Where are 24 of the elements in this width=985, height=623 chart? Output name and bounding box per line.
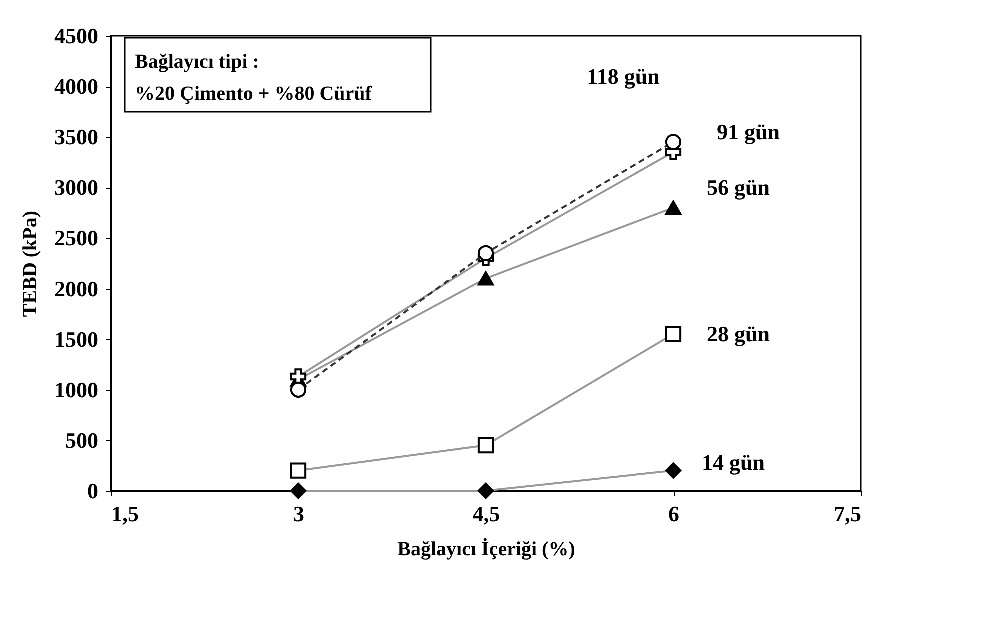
y-tick-label: 2500 bbox=[54, 226, 98, 251]
x-tick-label: 3 bbox=[294, 502, 304, 526]
x-tick-label: 7,5 bbox=[834, 502, 862, 526]
y-tick-label: 4500 bbox=[54, 24, 98, 48]
x-tick-label: 4,5 bbox=[472, 502, 500, 526]
annotation: %20 Çimento + %80 Cürüf bbox=[135, 83, 372, 105]
y-tick-label: 1500 bbox=[54, 326, 98, 352]
x-tick-label: 1,5 bbox=[112, 502, 139, 526]
series-label: 28 gün bbox=[707, 321, 770, 346]
series-label: 56 gün bbox=[707, 174, 770, 200]
y-tick-label: 4000 bbox=[54, 74, 98, 100]
y-tick-label: 0 bbox=[88, 478, 98, 504]
annotation: Bağlayıcı tipi : bbox=[135, 51, 260, 73]
x-tick-label: 6 bbox=[668, 502, 680, 526]
y-tick-label: 3000 bbox=[54, 175, 98, 200]
y-tick-label: 500 bbox=[66, 428, 98, 453]
y-tick-label: 1000 bbox=[54, 377, 98, 402]
series-label: 14 gün bbox=[702, 450, 765, 475]
series-label: 91 gün bbox=[717, 119, 780, 144]
text: 118 gün bbox=[587, 64, 660, 90]
y-axis-title: TEBD (kPa) bbox=[20, 210, 42, 318]
y-tick-label: 2000 bbox=[54, 276, 98, 302]
x-axis-title: Bağlayıcı İçeriği (%) bbox=[398, 538, 576, 560]
y-tick-label: 3500 bbox=[54, 124, 98, 150]
